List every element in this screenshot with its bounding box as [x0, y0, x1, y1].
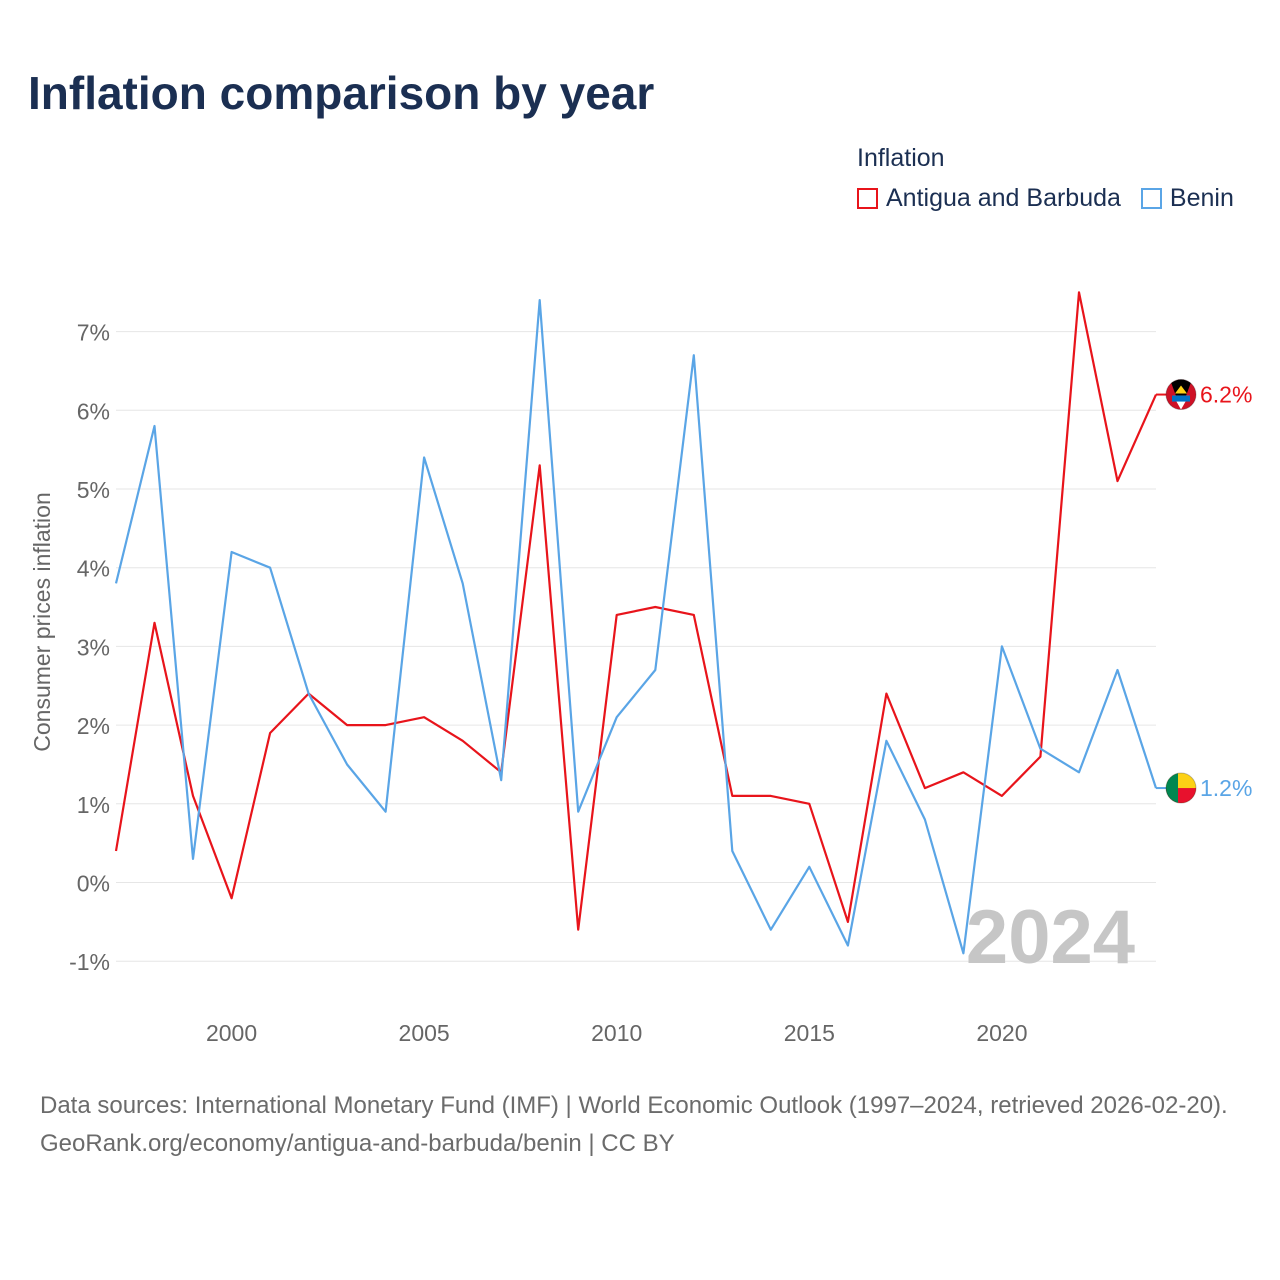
series-line-antigua-and-barbuda — [114, 291, 1158, 931]
legend-title: Inflation — [857, 144, 945, 172]
x-tick-label: 2010 — [591, 1020, 642, 1046]
y-tick-label: 4% — [77, 556, 110, 582]
data-sources-note: Data sources: International Monetary Fun… — [40, 1092, 1228, 1119]
benin-flag-icon — [1165, 772, 1197, 804]
y-tick-label: 7% — [77, 320, 110, 346]
x-tick-label: 2005 — [399, 1020, 450, 1046]
page-title: Inflation comparison by year — [28, 67, 655, 119]
legend: Antigua and Barbuda Benin — [857, 184, 1234, 213]
legend-label-benin: Benin — [1169, 184, 1234, 212]
y-tick-label: 1% — [77, 792, 110, 818]
legend-label-antigua-and-barbuda: Antigua and Barbuda — [886, 184, 1121, 212]
legend-swatch-benin — [1140, 188, 1162, 209]
end-label-antigua-and-barbuda: 6.2% — [1200, 382, 1252, 408]
y-tick-label: -1% — [69, 949, 110, 975]
y-tick-label: 2% — [77, 713, 110, 739]
y-tick-label: 5% — [77, 477, 110, 503]
end-label-benin: 1.2% — [1200, 775, 1252, 801]
y-tick-label: 6% — [77, 398, 110, 424]
year-watermark: 2024 — [966, 895, 1135, 980]
antigua-and-barbuda-flag-icon — [1165, 379, 1197, 411]
legend-item-benin[interactable]: Benin — [1140, 184, 1234, 213]
x-tick-label: 2020 — [976, 1020, 1027, 1046]
series-line-benin — [114, 299, 1158, 955]
line-chart: -1% 0% 1% 2% 3% 4% 5% 6% 7% 2000 2005 2010 2015 2020 C… — [29, 291, 1252, 1046]
legend-item-antigua-and-barbuda[interactable]: Antigua and Barbuda — [857, 184, 1121, 213]
y-tick-label: 3% — [77, 634, 110, 660]
credit-link[interactable]: GeoRank.org/economy/antigua-and-barbuda/… — [40, 1130, 675, 1157]
legend-swatch-antigua-and-barbuda — [857, 188, 878, 209]
x-tick-label: 2015 — [784, 1020, 835, 1046]
y-tick-label: 0% — [77, 871, 110, 897]
y-axis-title: Consumer prices inflation — [29, 492, 55, 752]
footer: Data sources: International Monetary Fun… — [40, 1087, 1250, 1163]
x-tick-label: 2000 — [206, 1020, 257, 1046]
